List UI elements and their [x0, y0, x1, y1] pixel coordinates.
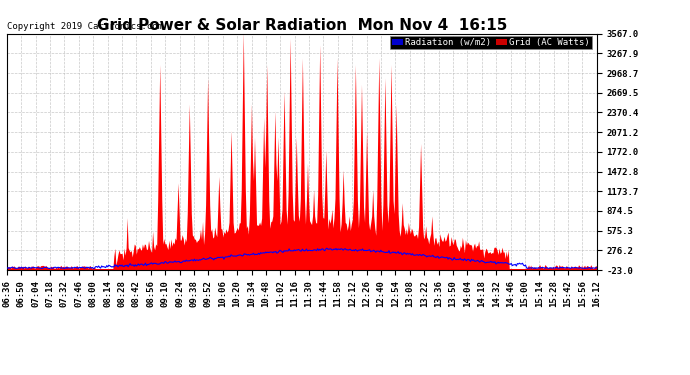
- Text: Copyright 2019 Cartronics.com: Copyright 2019 Cartronics.com: [7, 22, 163, 32]
- Legend: Radiation (w/m2), Grid (AC Watts): Radiation (w/m2), Grid (AC Watts): [390, 36, 592, 50]
- Title: Grid Power & Solar Radiation  Mon Nov 4  16:15: Grid Power & Solar Radiation Mon Nov 4 1…: [97, 18, 507, 33]
